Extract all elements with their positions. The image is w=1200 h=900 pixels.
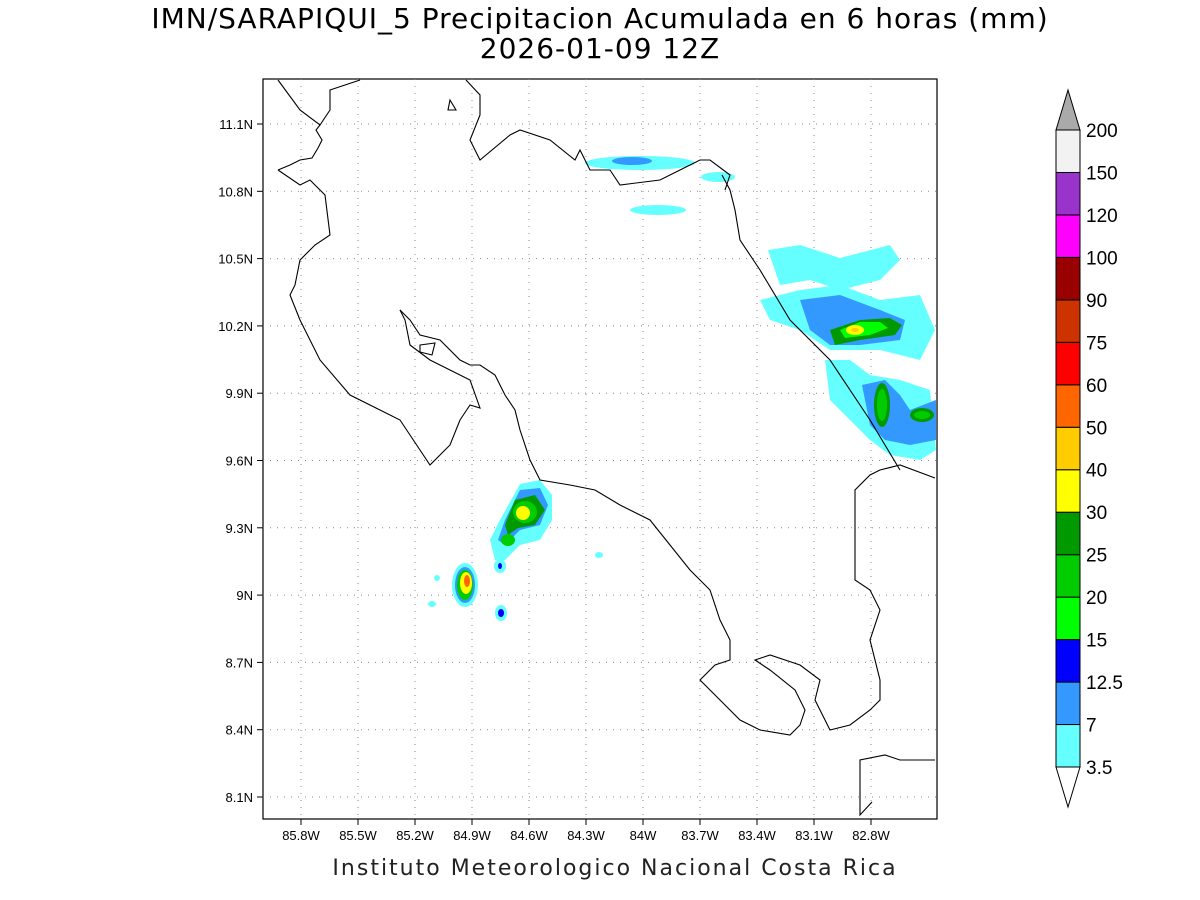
lat-label: 9N	[236, 588, 253, 603]
map-frame	[262, 78, 938, 820]
lat-label: 11.1N	[219, 117, 253, 132]
colorbar-box	[1055, 129, 1081, 173]
latitude-labels: 11.1N 10.8N 10.5N 10.2N 9.9N 9.6N 9.3N 9N 8.7N 8.…	[218, 117, 253, 805]
lon-label: 84.9W	[453, 828, 491, 843]
lat-label: 10.2N	[218, 319, 253, 334]
lat-label: 10.8N	[218, 184, 253, 199]
lon-label: 83.4W	[738, 828, 776, 843]
colorbar-box	[1055, 724, 1081, 768]
colorbar-box	[1055, 639, 1081, 683]
colorbar: 3.5 7 12.5 15 20 25 30 40 50 60 75 90 100 120 150 200	[1055, 88, 1123, 809]
colorbar-box	[1055, 554, 1081, 598]
colorbar-label: 30	[1086, 503, 1107, 524]
colorbar-label: 60	[1086, 376, 1107, 397]
colorbar-box	[1055, 256, 1081, 301]
lon-label: 82.8W	[852, 828, 890, 843]
colorbar-label: 50	[1086, 418, 1107, 439]
colorbar-label: 12.5	[1086, 673, 1123, 694]
colorbar-label: 3.5	[1086, 758, 1112, 779]
lon-label: 85.5W	[339, 828, 377, 843]
lat-label: 9.9N	[226, 386, 253, 401]
lon-label: 83.7W	[681, 828, 719, 843]
longitude-labels: 85.8W 85.5W 85.2W 84.9W 84.6W 84.3W 84W 83.7W 83…	[282, 828, 890, 843]
lat-label: 10.5N	[218, 252, 253, 267]
colorbar-label: 200	[1086, 121, 1118, 142]
colorbar-label: 40	[1086, 461, 1107, 482]
colorbar-box	[1055, 469, 1081, 513]
map-datetime: 2026-01-09 12Z	[479, 32, 721, 65]
lat-label: 8.1N	[226, 790, 253, 805]
lon-label: 84.3W	[567, 828, 605, 843]
lon-label: 84.6W	[510, 828, 548, 843]
lon-label: 85.2W	[396, 828, 434, 843]
colorbar-box	[1055, 171, 1081, 216]
colorbar-label: 75	[1086, 333, 1107, 354]
colorbar-under-arrow	[1055, 766, 1081, 809]
colorbar-label: 120	[1086, 206, 1118, 227]
colorbar-label: 25	[1086, 546, 1107, 567]
colorbar-label: 7	[1086, 716, 1097, 737]
colorbar-over-arrow	[1055, 88, 1081, 131]
lat-label: 8.7N	[226, 655, 253, 670]
colorbar-label: 90	[1086, 291, 1107, 312]
colorbar-box	[1055, 596, 1081, 641]
gridlines	[263, 79, 937, 819]
map-panel: 85.8W 85.5W 85.2W 84.9W 84.6W 84.3W 84W 83.7W 83…	[218, 78, 938, 843]
colorbar-box	[1055, 299, 1081, 343]
colorbar-box	[1055, 341, 1081, 386]
lat-label: 9.3N	[226, 521, 253, 536]
lon-label: 83.1W	[795, 828, 833, 843]
colorbar-label: 150	[1086, 163, 1118, 184]
institution-footer: Instituto Meteorologico Nacional Costa R…	[332, 856, 898, 881]
map-title: IMN/SARAPIQUI_5 Precipitacion Acumulada …	[151, 2, 1049, 35]
colorbar-box	[1055, 681, 1081, 726]
lat-label: 9.6N	[226, 454, 253, 469]
precipitation-field	[428, 156, 936, 621]
lon-label: 84W	[630, 828, 657, 843]
colorbar-box	[1055, 214, 1081, 258]
colorbar-box	[1055, 511, 1081, 556]
colorbar-label: 100	[1086, 248, 1118, 269]
coastlines	[277, 79, 936, 817]
colorbar-box	[1055, 384, 1081, 428]
colorbar-label: 15	[1086, 631, 1107, 652]
colorbar-label: 20	[1086, 588, 1107, 609]
lon-label: 85.8W	[282, 828, 320, 843]
axis-ticks	[257, 123, 872, 825]
colorbar-box	[1055, 426, 1081, 471]
lat-label: 8.4N	[226, 723, 253, 738]
